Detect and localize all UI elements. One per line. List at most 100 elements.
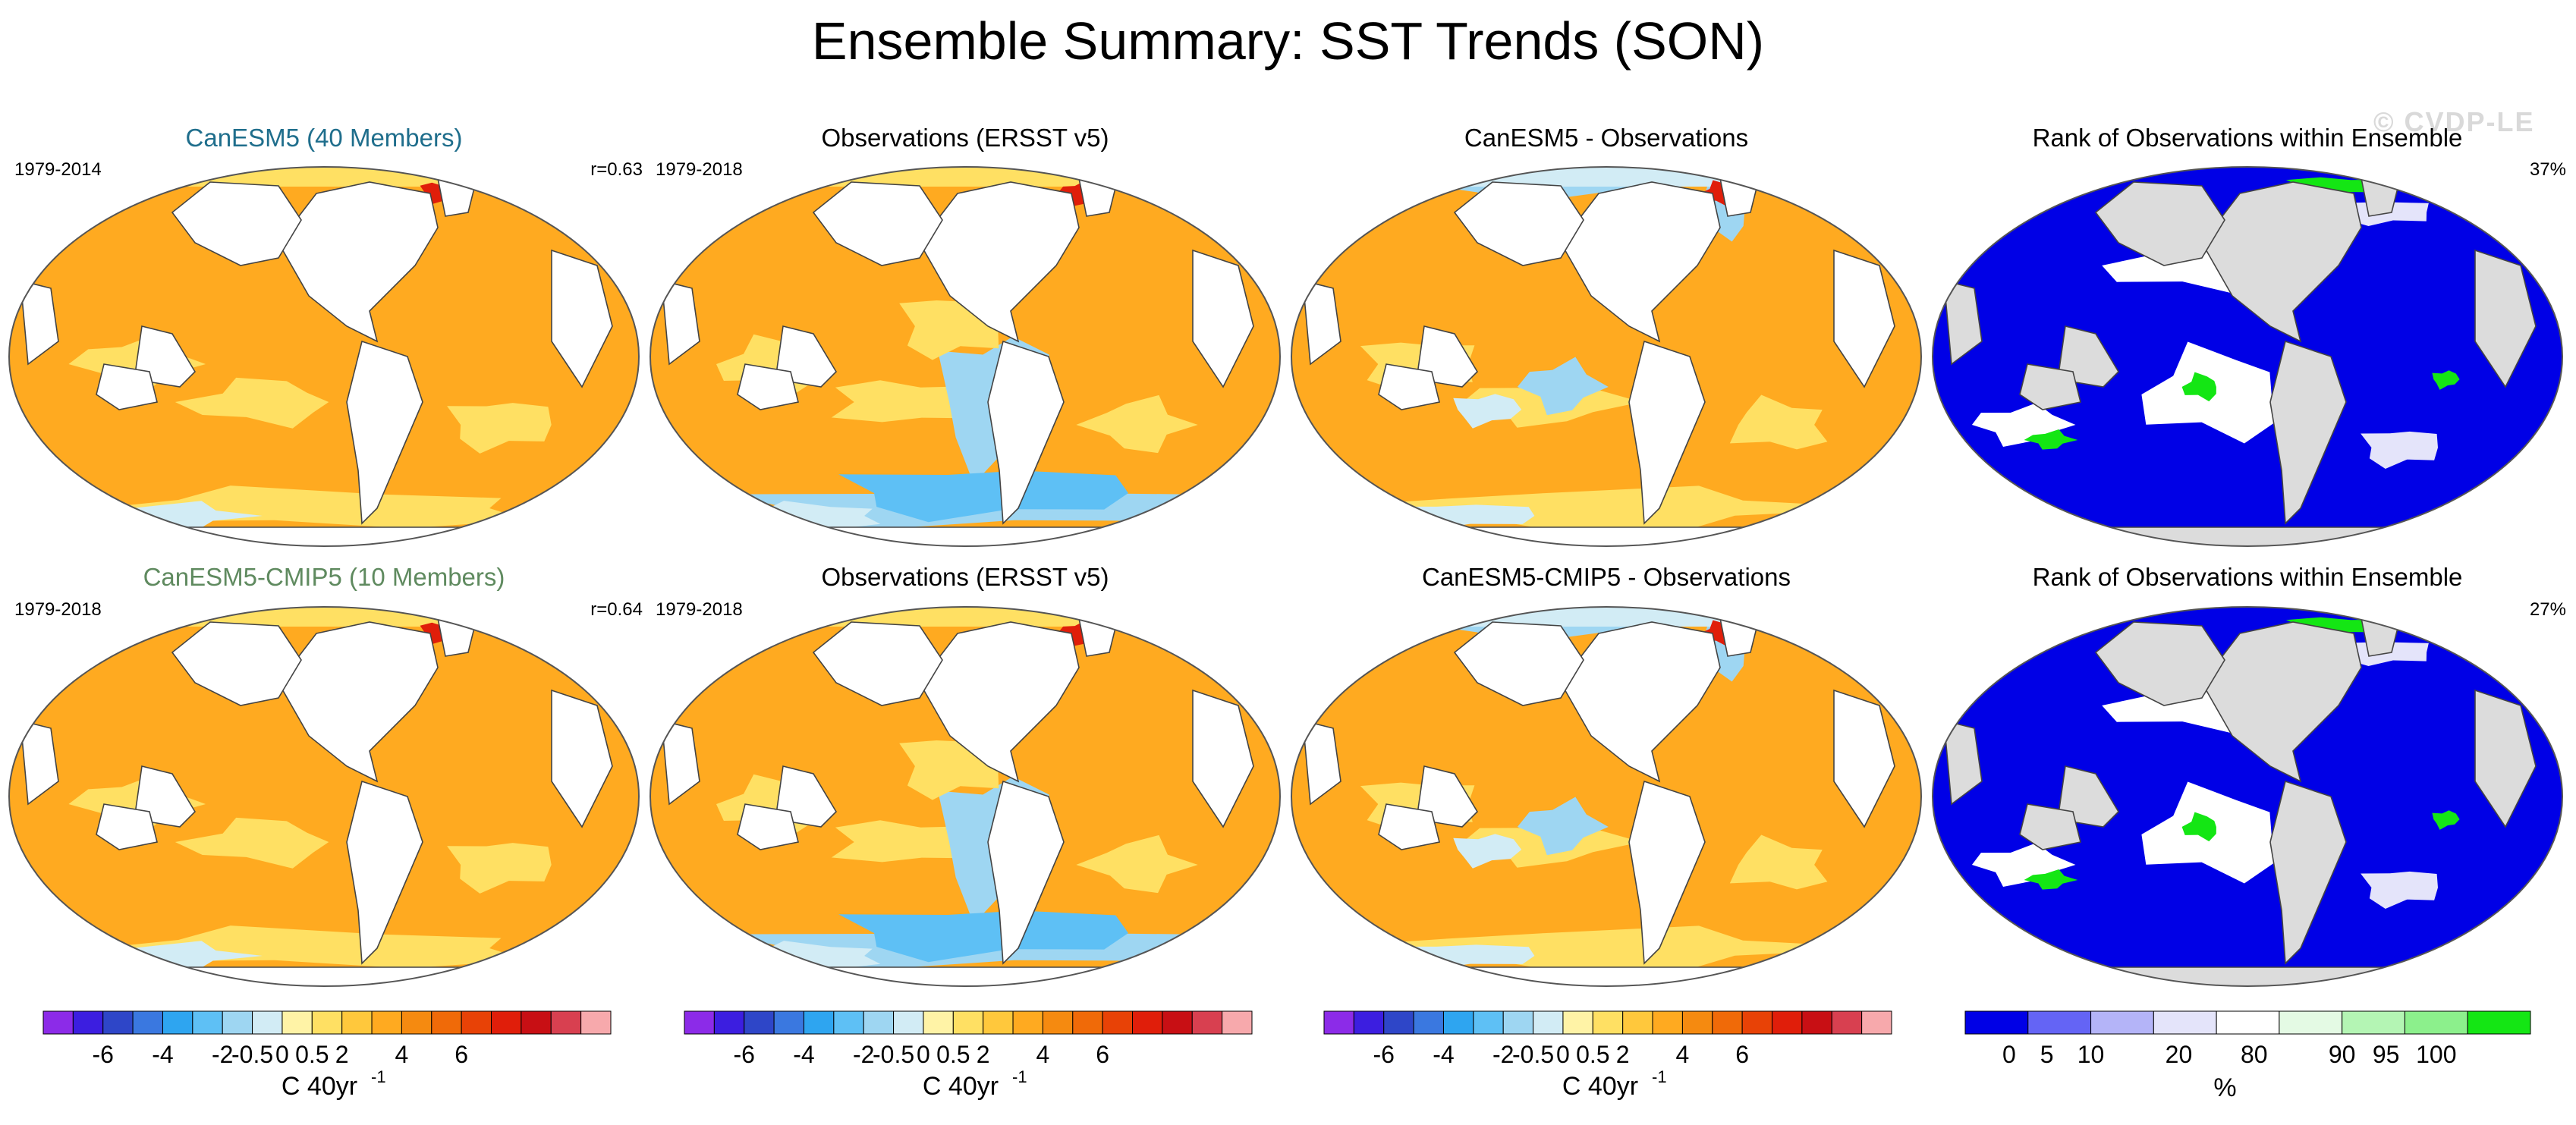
colorbar-trend-3-swatch-1 xyxy=(1353,1010,1385,1035)
row1-col1-period: 1979-2014 xyxy=(14,159,102,180)
colorbar-trend-3-swatch-16 xyxy=(1801,1010,1832,1035)
row1-col3-anomaly-5 xyxy=(1517,357,1609,416)
colorbar-trend-1-swatch-14 xyxy=(461,1010,492,1035)
colorbar-rank-swatch-7 xyxy=(2404,1010,2468,1035)
colorbar-rank-label: % xyxy=(2213,1073,2236,1102)
colorbar-trend-3-swatch-12 xyxy=(1681,1010,1713,1035)
colorbar-trend-1-tick-8: 6 xyxy=(454,1041,468,1068)
row1-col3-land-1 xyxy=(1628,340,1706,525)
colorbar-trend-2-swatch-9 xyxy=(952,1010,984,1035)
colorbar-rank-tick-6: 95 xyxy=(2373,1041,2400,1068)
colorbar-trend-1-tick-3: -0.5 xyxy=(231,1041,273,1068)
row1-col3-land-2 xyxy=(1453,181,1584,266)
row1-col1-anomaly-4 xyxy=(78,501,263,530)
row2-col4-land-8 xyxy=(1974,966,2521,986)
colorbar-trend-2-swatch-13 xyxy=(1072,1010,1103,1035)
row2-col4-rank-patch-2 xyxy=(1971,843,2076,887)
colorbar-trend-2-tick-1: -4 xyxy=(793,1041,814,1068)
colorbar-trend-3-swatch-9 xyxy=(1592,1010,1624,1035)
row1-col3-arctic-band xyxy=(1291,167,1921,187)
colorbar-trend-1-tick-0: -6 xyxy=(93,1041,114,1068)
row1-col2-anomaly-2 xyxy=(1076,394,1198,454)
colorbar-trend-1-swatch-7 xyxy=(252,1010,283,1035)
colorbar-trend-3-swatch-7 xyxy=(1533,1010,1564,1035)
colorbar-rank-swatch-2 xyxy=(2090,1010,2154,1035)
row1-col3-anomaly-2 xyxy=(1729,394,1828,450)
row1-col4-rank-patch-3 xyxy=(2361,431,2438,469)
colorbar-trend-3-label-exponent: -1 xyxy=(1652,1067,1667,1086)
row2-col3-land-4 xyxy=(1378,803,1440,850)
row1-col1-land-1 xyxy=(346,340,423,525)
colorbar-trend-1-swatch-9 xyxy=(311,1010,343,1035)
row2-col1-map-outline xyxy=(8,606,640,987)
colorbar-trend-1-swatch-6 xyxy=(222,1010,253,1035)
colorbar-trend-3-swatch-3 xyxy=(1413,1010,1444,1035)
colorbar-trend-3-swatch-18 xyxy=(1861,1010,1892,1035)
colorbar-rank-swatch-5 xyxy=(2279,1010,2343,1035)
colorbar-trend-2-tick-2: -2 xyxy=(853,1041,874,1068)
row1-col1-anomaly-1 xyxy=(175,377,329,429)
colorbar-rank-tick-3: 20 xyxy=(2166,1041,2193,1068)
row1-col1-land-0 xyxy=(278,181,439,343)
colorbar-trend-1-label: C 40yr xyxy=(282,1072,357,1101)
colorbar-trend-3-swatch-2 xyxy=(1383,1010,1414,1035)
colorbar-trend-1-tick-1: -4 xyxy=(152,1041,173,1068)
colorbar-rank-swatch-4 xyxy=(2216,1010,2280,1035)
row2-col1-land-0 xyxy=(278,621,439,783)
row2-col4-rank-patch-5 xyxy=(2181,812,2216,842)
row1-col1-land-4 xyxy=(96,363,158,410)
row2-col2-land-7 xyxy=(661,719,700,806)
row2-col3-anomaly-6 xyxy=(1453,834,1522,869)
colorbar-trend-3-swatch-8 xyxy=(1562,1010,1593,1035)
colorbar-trend-3-label: C 40yr xyxy=(1562,1072,1638,1101)
row2-col4-land-0 xyxy=(2201,621,2362,783)
colorbar-trend-1-swatch-10 xyxy=(341,1010,373,1035)
row2-col3-anomaly-3 xyxy=(1307,925,1890,969)
row1-col4-land-2 xyxy=(2094,181,2225,266)
row2-col1-land-2 xyxy=(171,621,302,706)
row1-col2-hotspot-2 xyxy=(724,171,774,193)
watermark: © CVDP-LE xyxy=(2373,106,2535,137)
colorbar-trend-3-tick-4: 0 xyxy=(1556,1041,1570,1068)
row2-col3-land-6 xyxy=(1833,689,1895,828)
row2-col4-rank-patch-8 xyxy=(2432,810,2460,830)
colorbar-trend-2-swatch-17 xyxy=(1191,1010,1223,1035)
colorbar-trend-2-swatch-18 xyxy=(1222,1010,1253,1035)
colorbar-trend-2-swatch-7 xyxy=(893,1010,924,1035)
colorbar-trend-2-swatch-14 xyxy=(1102,1010,1134,1035)
row1-col4-land-6 xyxy=(2474,249,2537,388)
row1-col2-land-1 xyxy=(987,340,1065,525)
row2-col3-land-8 xyxy=(1332,966,1880,986)
row2-col2-anomaly-1 xyxy=(831,820,982,863)
row2-col3-land-7 xyxy=(1302,719,1341,806)
row1-col3-land-7 xyxy=(1302,279,1341,366)
colorbar-trend-3-swatch-17 xyxy=(1831,1010,1863,1035)
colorbar-trend-2-swatch-0 xyxy=(684,1010,715,1035)
colorbar-trend-1-swatch-2 xyxy=(102,1010,134,1035)
row1-col1-land-6 xyxy=(551,249,613,388)
row1-col2-arctic-band xyxy=(650,167,1280,187)
colorbar-trend-1: -6 -4 -2-0.5 0 0.5 2 4 6 C 40yr -1 xyxy=(42,1010,612,1101)
row1-col2-map-outline xyxy=(650,166,1281,547)
colorbar-trend-2-swatch-8 xyxy=(923,1010,954,1035)
colorbar-trend-2: -6 -4 -2-0.5 0 0.5 2 4 6 C 40yr -1 xyxy=(684,1010,1253,1101)
colorbar-trend-2-tick-3: -0.5 xyxy=(873,1041,914,1068)
colorbar-trend-2-swatch-15 xyxy=(1132,1010,1163,1035)
colorbar-trend-2-tick-7: 4 xyxy=(1036,1041,1050,1068)
row1-col3-land-6 xyxy=(1833,249,1895,388)
colorbar-trend-3-swatch-0 xyxy=(1323,1010,1354,1035)
row2-col3-arctic-band xyxy=(1291,607,1921,627)
row2-col1-land-1 xyxy=(346,780,423,965)
row1-col1-land-2 xyxy=(171,181,302,266)
colorbar-trend-2-tick-5: 0.5 xyxy=(936,1041,970,1068)
row2-col1-land-8 xyxy=(50,966,598,986)
row2-col3-title: CanESM5-CMIP5 - Observations xyxy=(1422,563,1791,591)
row2-col1-land-4 xyxy=(96,803,158,850)
row2-col2-title: Observations (ERSST v5) xyxy=(821,563,1109,591)
colorbar-trend-1-tick-6: 2 xyxy=(335,1041,349,1068)
map-row1-col4 xyxy=(1932,166,2563,547)
row2-col1-title: CanESM5-CMIP5 (10 Members) xyxy=(143,563,505,591)
row1-col2-land-8 xyxy=(691,526,1239,546)
colorbar-rank-tick-0: 0 xyxy=(2002,1041,2016,1068)
row2-col1-anomaly-1 xyxy=(175,817,329,869)
